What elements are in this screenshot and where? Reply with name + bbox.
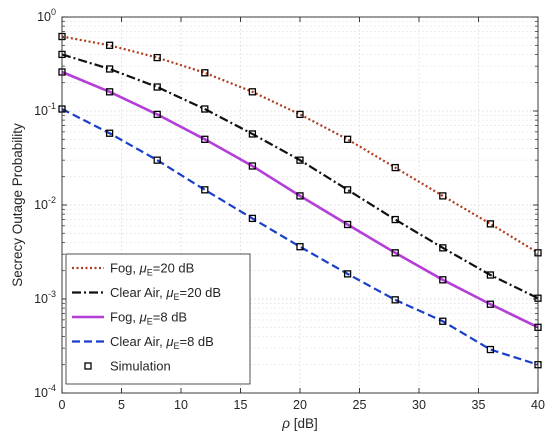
simulation-marker [248, 88, 257, 96]
legend-label-1: Fog, μE=20 dB [110, 261, 194, 278]
legend-label-simulation: Simulation [110, 359, 171, 374]
simulation-marker [105, 129, 114, 137]
x-tick-label: 25 [353, 398, 367, 412]
simulation-marker [343, 220, 352, 229]
simulation-marker [105, 65, 114, 73]
simulation-marker [343, 186, 352, 194]
simulation-marker [486, 220, 495, 228]
series-line-2 [61, 53, 539, 300]
series-line-3 [61, 70, 539, 329]
simulation-marker [296, 110, 304, 119]
x-axis-label: ρ [dB] [281, 416, 318, 431]
x-tick-label: 20 [293, 398, 307, 412]
y-tick-label: 10-4 [34, 383, 56, 400]
simulation-marker [201, 186, 209, 194]
x-tick-label: 10 [174, 398, 188, 412]
x-tick-label: 5 [118, 398, 125, 412]
y-tick-label: 10-2 [34, 195, 56, 212]
simulation-marker [248, 214, 257, 223]
simulation-marker [439, 317, 447, 325]
x-tick-label: 0 [59, 398, 66, 412]
y-axis-label: Secrecy Outage Probability [10, 123, 25, 287]
simulation-marker [391, 163, 399, 172]
simulation-marker [153, 156, 161, 164]
simulation-marker [486, 271, 495, 279]
x-tick-label: 15 [234, 398, 248, 412]
simulation-marker [296, 192, 304, 200]
series-group [61, 35, 539, 366]
simulation-marker [391, 296, 399, 304]
x-tick-label: 40 [531, 398, 545, 412]
series-line-4 [61, 108, 539, 366]
x-tick-label: 35 [472, 398, 486, 412]
simulation-marker [153, 83, 161, 91]
simulation-marker [105, 88, 114, 96]
simulation-marker [201, 135, 209, 143]
simulation-marker [153, 110, 161, 119]
simulation-marker [296, 243, 304, 251]
x-tick-label: 30 [412, 398, 426, 412]
grid [61, 17, 539, 394]
y-tick-label: 10-3 [34, 289, 56, 306]
simulation-marker [248, 162, 257, 170]
legend-box [65, 253, 251, 385]
simulation-marker [248, 130, 257, 138]
simulation-marker [391, 249, 399, 257]
axis-labels: ρ [dB] Secrecy Outage Probability [10, 123, 318, 431]
simulation-marker [439, 192, 447, 200]
simulation-marker [343, 270, 352, 278]
simulation-marker [439, 276, 447, 284]
simulation-marker [201, 105, 209, 113]
simulation-marker [439, 244, 447, 252]
simulation-marker [153, 53, 161, 62]
simulation-marker [486, 345, 495, 354]
simulation-marker [296, 156, 304, 164]
legend: Fog, μE=20 dB Clear Air, μE=20 dB Fog, μE=… [65, 253, 251, 385]
legend-label-4: Clear Air, μE=8 dB [110, 334, 214, 351]
legend-simulation-marker [84, 362, 92, 370]
simulation-marker [486, 300, 495, 308]
simulation-marker [201, 69, 209, 77]
simulation-marker [343, 135, 352, 143]
y-tick-label: 100 [37, 7, 56, 24]
legend-label-2: Clear Air, μE=20 dB [110, 285, 221, 302]
y-tick-label: 10-1 [34, 101, 56, 118]
legend-label-3: Fog, μE=8 dB [110, 310, 187, 327]
simulation-marker [105, 41, 114, 49]
series-line-1 [61, 35, 539, 254]
simulation-marker [391, 215, 399, 224]
ticks: 0 5 10 15 20 25 30 35 40 100 10-1 10-2 10-3 10-4 [34, 7, 545, 412]
